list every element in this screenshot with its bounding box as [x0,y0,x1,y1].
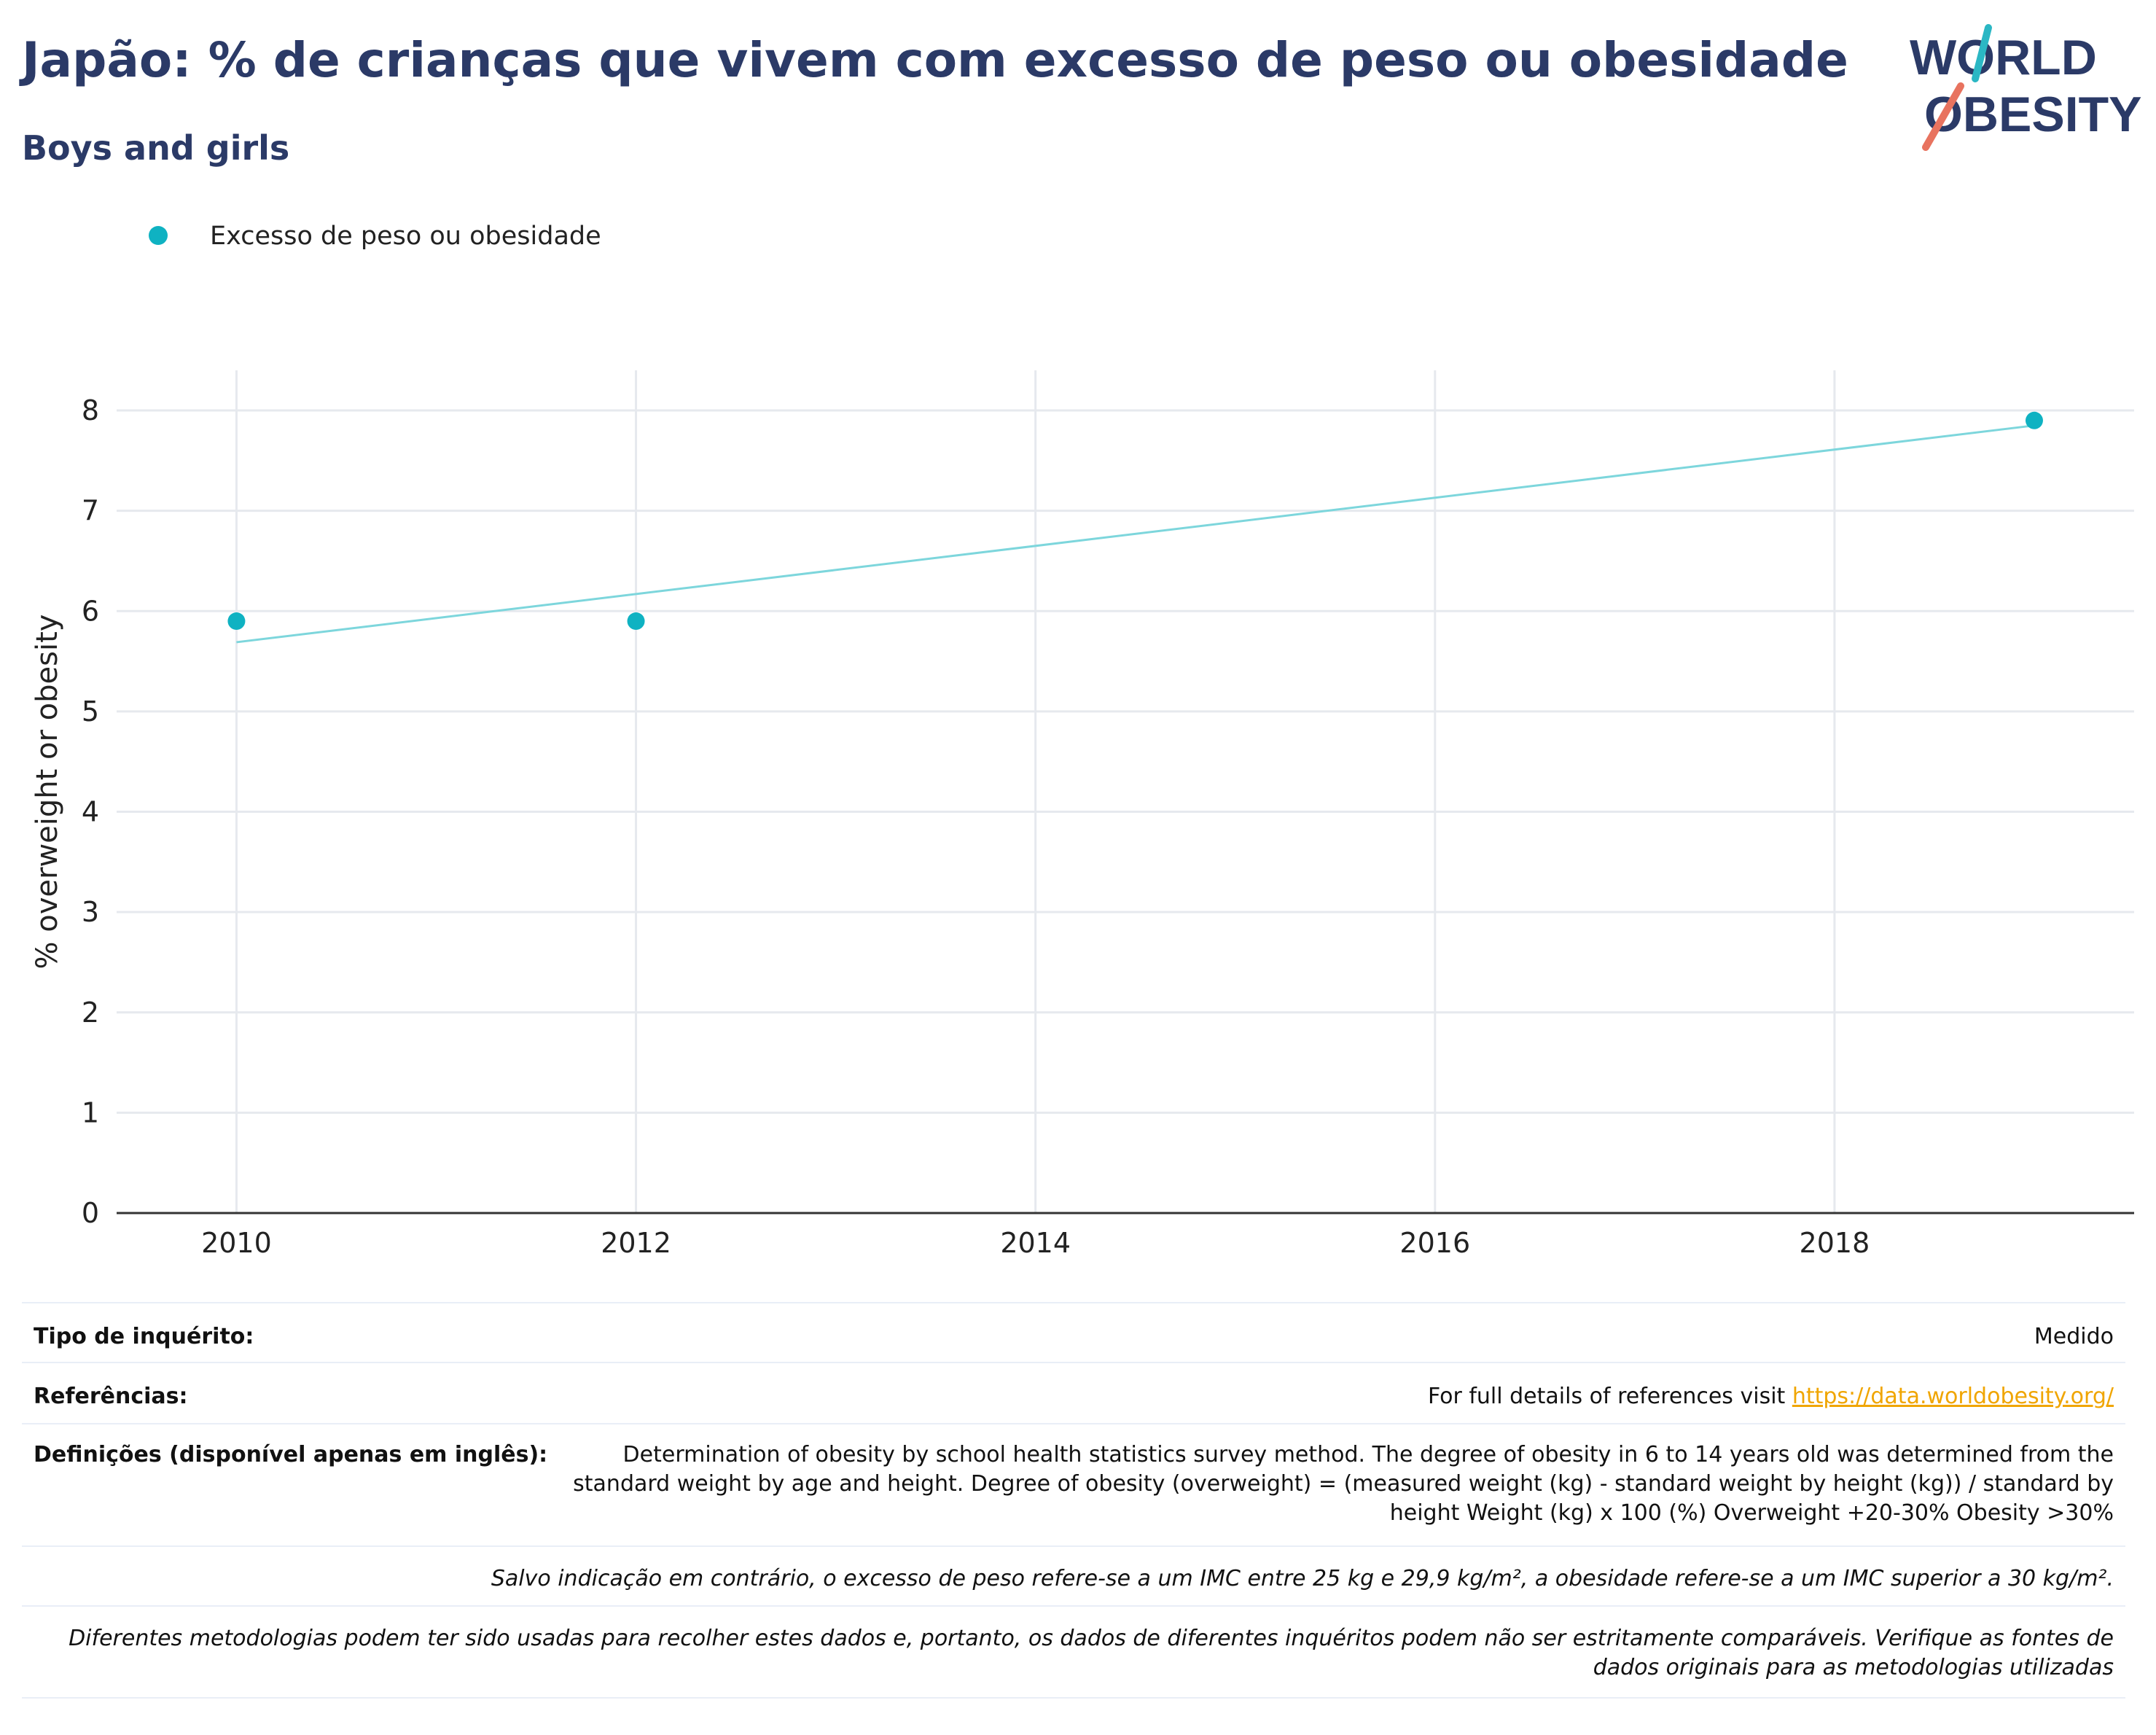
logo-text-world: WORLD [1910,30,2097,85]
world-obesity-logo[interactable]: WORLD OBESITY [1895,22,2143,153]
y-tick-label: 2 [82,997,99,1029]
y-tick-label: 7 [82,495,99,527]
definitions-value: Determination of obesity by school healt… [573,1442,2114,1526]
chart: 0 1 2 3 4 5 6 7 8 2010 2012 2014 2016 2018 % overweigh… [31,370,2134,1259]
y-tick-label: 0 [82,1197,99,1229]
page-subtitle: Boys and girls [22,128,290,168]
definitions-row: Definições (disponível apenas em inglês)… [22,1423,2125,1547]
legend-marker [149,226,168,245]
y-tick-label: 4 [82,796,99,828]
x-tick-label: 2016 [1399,1227,1470,1259]
references-label: Referências: [34,1384,188,1409]
x-tick-label: 2018 [1800,1227,1870,1259]
references-row: Referências: For full details of referen… [22,1362,2125,1424]
bmi-note: Salvo indicação em contrário, o excesso … [491,1566,2114,1591]
definitions-label: Definições (disponível apenas em inglês)… [34,1442,548,1467]
survey-type-value: Medido [2034,1324,2114,1349]
logo-slash-teal [1972,24,1992,82]
y-tick-label: 5 [82,695,99,728]
bmi-note-row: Salvo indicação em contrário, o excesso … [22,1545,2125,1607]
table-bottom-border [22,1697,2125,1699]
x-tick-label: 2014 [1000,1227,1071,1259]
data-point [227,612,246,631]
y-tick-label: 8 [82,394,99,426]
y-axis-label: % overweight or obesity [31,615,64,970]
survey-type-label: Tipo de inquérito: [34,1324,254,1349]
page-title: Japão: % de crianças que vivem com exces… [22,32,1848,88]
logo-text-obesity: OBESITY [1924,87,2142,142]
references-prefix: For full details of references visit [1427,1384,1792,1409]
logo-slash-coral [1922,82,1964,151]
y-tick-label: 1 [82,1096,99,1128]
references-link[interactable]: https://data.worldobesity.org/ [1792,1384,2114,1409]
y-tick-label: 6 [82,595,99,627]
data-point [627,612,645,631]
survey-type-row: Tipo de inquérito: Medido [22,1302,2125,1363]
legend-label: Excesso de peso ou obesidade [210,222,601,251]
methodology-note: Diferentes metodologias podem ter sido u… [69,1626,2114,1680]
data-point [2025,411,2043,429]
y-tick-label: 3 [82,896,99,928]
references-value: For full details of references visit htt… [1428,1382,2114,1411]
trendline [236,424,2035,644]
x-tick-label: 2010 [201,1227,272,1259]
methodology-note-row: Diferentes metodologias podem ter sido u… [22,1605,2125,1699]
x-tick-label: 2012 [601,1227,671,1259]
